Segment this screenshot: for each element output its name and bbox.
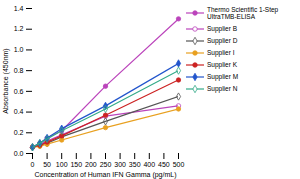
svg-text:150: 150: [70, 161, 82, 168]
svg-text:1.0: 1.0: [14, 46, 24, 53]
html-text:Supplier N: Supplier N: [207, 85, 238, 93]
svg-text:250: 250: [100, 161, 112, 168]
html-text:Thermo Scientific 1-Step Ultra: Thermo Scientific 1-Step UltraTMB-ELISA: [207, 6, 279, 21]
svg-text:Concentration of Human IFN Gam: Concentration of Human IFN Gamma (pg/mL): [35, 171, 177, 179]
html-text:Supplier D: Supplier D: [207, 37, 238, 45]
svg-text:100: 100: [56, 161, 68, 168]
svg-text:0.8: 0.8: [14, 67, 24, 74]
svg-text:1.4: 1.4: [14, 5, 24, 12]
svg-text:500: 500: [173, 161, 185, 168]
svg-text:0.0: 0.0: [14, 150, 24, 157]
svg-text:1.2: 1.2: [14, 25, 24, 32]
svg-text:400: 400: [143, 161, 155, 168]
svg-text:200: 200: [85, 161, 97, 168]
html-text:Supplier M: Supplier M: [207, 73, 239, 81]
svg-text:0: 0: [31, 161, 35, 168]
svg-text:0.4: 0.4: [14, 108, 24, 115]
svg-text:50: 50: [43, 161, 51, 168]
svg-text:0.6: 0.6: [14, 88, 24, 95]
html-text:Supplier I: Supplier I: [207, 49, 235, 57]
svg-text:0.2: 0.2: [14, 129, 24, 136]
svg-text:450: 450: [158, 161, 170, 168]
svg-text:350: 350: [129, 161, 141, 168]
svg-text:Absorbance (450nm): Absorbance (450nm): [2, 48, 10, 113]
html-text:Supplier B: Supplier B: [207, 25, 237, 33]
html-text:Supplier K: Supplier K: [207, 61, 237, 69]
svg-text:300: 300: [114, 161, 126, 168]
